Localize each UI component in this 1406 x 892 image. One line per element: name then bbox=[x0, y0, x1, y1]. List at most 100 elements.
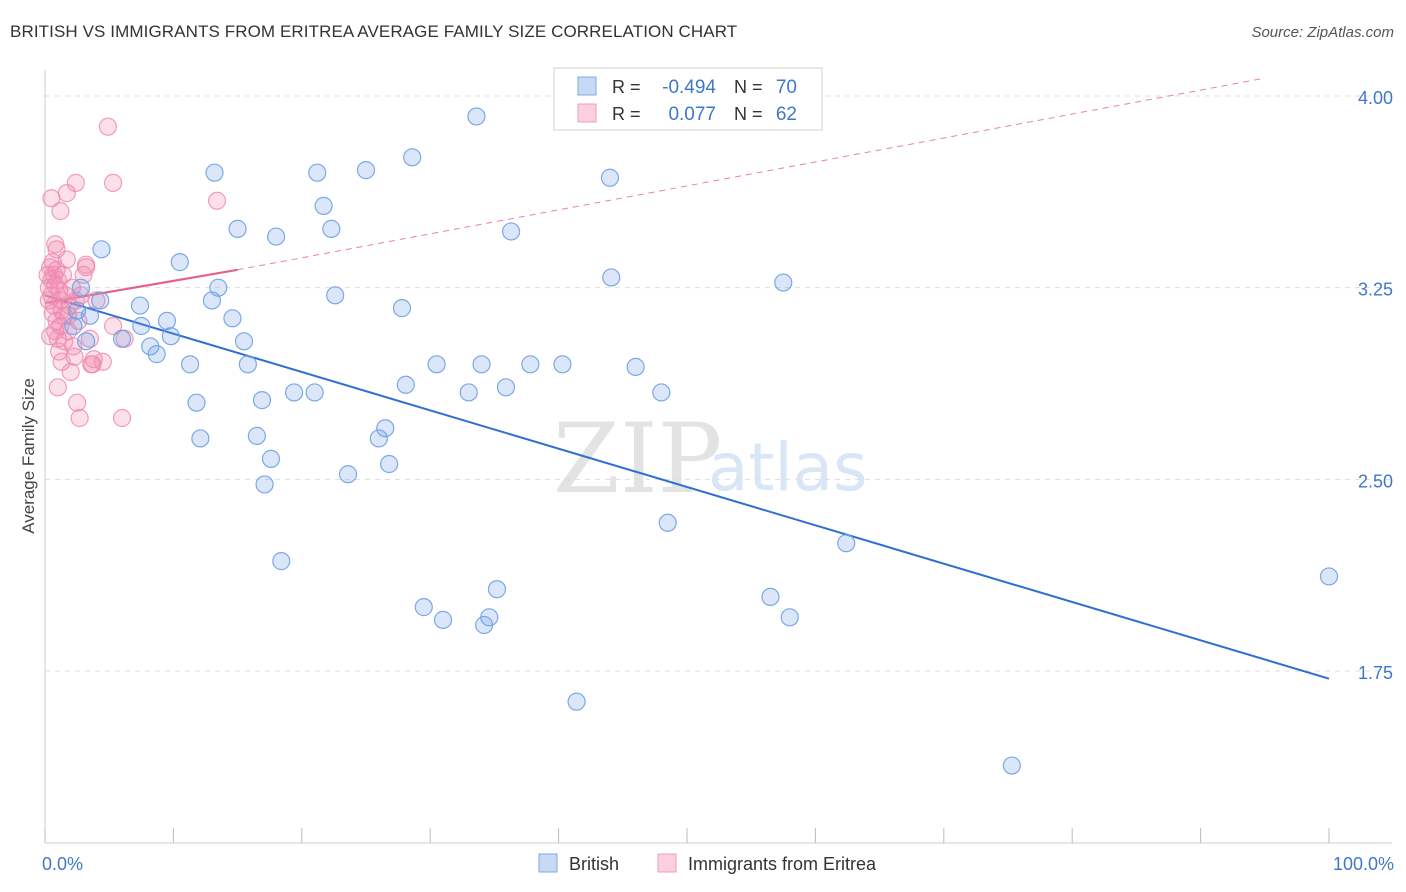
eritrea-point bbox=[51, 201, 70, 221]
y-tick-label: 4.00 bbox=[1358, 88, 1393, 108]
british-point bbox=[71, 278, 91, 297]
eritrea-point bbox=[207, 191, 227, 210]
british-point bbox=[427, 355, 446, 374]
eritrea-point bbox=[103, 173, 123, 192]
british-point bbox=[467, 107, 486, 126]
british-point bbox=[308, 163, 327, 182]
british-point bbox=[205, 163, 224, 182]
eritrea-point bbox=[67, 393, 87, 412]
eritrea-point bbox=[70, 408, 89, 428]
x-tick-labels: 0.0% 100.0% bbox=[42, 854, 1394, 874]
british-point bbox=[501, 222, 521, 241]
eritrea-point bbox=[55, 332, 74, 351]
eritrea-point bbox=[53, 265, 73, 284]
legend-r-value-british: -0.494 bbox=[662, 77, 716, 98]
y-tick-label: 1.75 bbox=[1358, 663, 1393, 683]
legend-r-label-british: R = bbox=[612, 77, 641, 97]
y-tick-label: 2.50 bbox=[1358, 471, 1393, 491]
british-point bbox=[652, 383, 671, 402]
british-point bbox=[774, 273, 793, 292]
british-point bbox=[369, 429, 388, 448]
british-point bbox=[180, 355, 200, 374]
british-point bbox=[238, 355, 257, 374]
eritrea-point bbox=[112, 408, 132, 428]
eritrea-point bbox=[103, 316, 123, 336]
british-points bbox=[64, 107, 1339, 775]
british-point bbox=[64, 316, 83, 336]
british-trend-line bbox=[44, 294, 1330, 680]
british-point bbox=[112, 329, 132, 348]
british-point bbox=[209, 278, 228, 297]
series-legend-label-british: British bbox=[569, 854, 619, 874]
eritrea-point bbox=[47, 240, 66, 259]
eritrea-trend-line bbox=[44, 268, 238, 305]
series-legend-label-eritrea: Immigrants from Eritrea bbox=[688, 854, 877, 874]
watermark-zip: ZIP bbox=[553, 403, 722, 515]
eritrea-point bbox=[87, 291, 106, 310]
british-point bbox=[157, 311, 177, 330]
british-point bbox=[837, 534, 856, 553]
british-point bbox=[521, 355, 540, 374]
british-point bbox=[80, 306, 100, 325]
y-tick-label: 3.25 bbox=[1358, 280, 1393, 300]
british-point bbox=[403, 148, 422, 167]
eritrea-point bbox=[98, 117, 118, 136]
legend-n-value-eritrea: 62 bbox=[776, 104, 797, 125]
eritrea-trend-extension bbox=[237, 77, 1265, 271]
british-point bbox=[284, 383, 304, 402]
legend-r-value-eritrea: 0.077 bbox=[668, 104, 716, 125]
british-point bbox=[376, 419, 395, 438]
british-point bbox=[626, 357, 645, 376]
correlation-legend: R = -0.494 N = 70 R = 0.077 N = 62 bbox=[553, 67, 823, 131]
british-point bbox=[314, 196, 333, 215]
eritrea-point bbox=[82, 355, 101, 374]
british-point bbox=[761, 587, 780, 606]
british-point bbox=[326, 286, 345, 305]
british-point bbox=[356, 161, 376, 180]
british-point bbox=[392, 299, 412, 318]
british-point bbox=[1319, 567, 1339, 586]
british-point bbox=[322, 219, 341, 238]
eritrea-point bbox=[57, 184, 76, 203]
x-tick-label: 100.0% bbox=[1333, 854, 1394, 874]
eritrea-point bbox=[76, 258, 96, 277]
british-point bbox=[91, 291, 110, 310]
british-point bbox=[338, 465, 358, 484]
legend-n-label-british: N = bbox=[734, 77, 763, 97]
source-label: Source: ZipAtlas.com bbox=[1251, 24, 1394, 41]
british-point bbox=[480, 608, 499, 627]
british-point bbox=[305, 383, 324, 402]
eritrea-point bbox=[66, 173, 85, 192]
axes bbox=[44, 70, 1392, 844]
eritrea-point bbox=[61, 362, 80, 382]
legend-swatch-eritrea bbox=[577, 103, 597, 123]
series-legend-swatch-eritrea bbox=[657, 853, 677, 873]
british-point bbox=[132, 316, 151, 336]
british-point bbox=[261, 449, 281, 468]
watermark-atlas: atlas bbox=[708, 429, 868, 506]
british-point bbox=[191, 429, 210, 448]
british-point bbox=[247, 426, 266, 445]
british-point bbox=[396, 375, 415, 394]
eritrea-point bbox=[59, 306, 78, 325]
british-point bbox=[414, 598, 433, 617]
british-point bbox=[600, 168, 620, 187]
series-legend: British Immigrants from Eritrea bbox=[538, 853, 877, 874]
british-point bbox=[228, 219, 247, 238]
legend-swatch-british bbox=[577, 76, 597, 96]
chart-title: BRITISH VS IMMIGRANTS FROM ERITREA AVERA… bbox=[10, 22, 738, 41]
eritrea-point bbox=[65, 347, 84, 366]
british-point bbox=[496, 378, 516, 397]
eritrea-point bbox=[93, 352, 112, 371]
british-point bbox=[780, 608, 799, 627]
british-point bbox=[1002, 756, 1021, 775]
series-legend-swatch-british bbox=[538, 853, 558, 873]
british-point bbox=[267, 227, 286, 246]
eritrea-point bbox=[48, 378, 67, 397]
eritrea-point bbox=[41, 327, 60, 346]
legend-r-label-eritrea: R = bbox=[612, 104, 641, 124]
british-point bbox=[272, 552, 291, 571]
british-point bbox=[459, 383, 478, 402]
british-point bbox=[472, 355, 491, 374]
british-point bbox=[92, 240, 111, 259]
